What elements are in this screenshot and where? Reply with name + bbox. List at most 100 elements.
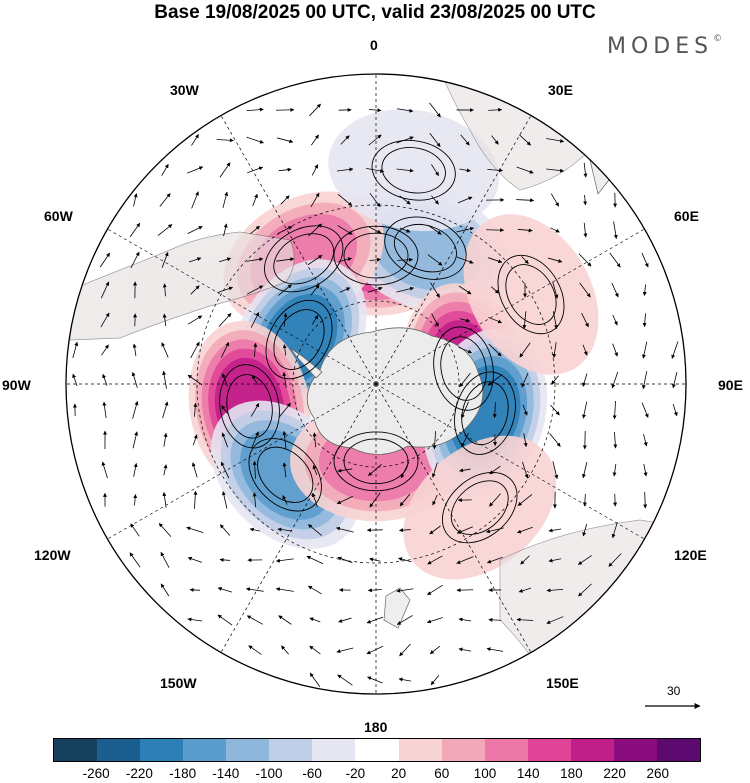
wind-arrow <box>458 285 472 295</box>
wind-arrow <box>641 371 648 390</box>
wind-arrow <box>429 133 441 148</box>
wind-arrow <box>517 494 533 506</box>
wind-arrow <box>100 281 110 299</box>
reference-vector-label: 30 <box>667 684 681 698</box>
wind-arrow <box>100 312 110 328</box>
wind-arrow <box>397 257 414 262</box>
wind-arrow <box>396 615 413 625</box>
colorbar-swatch <box>269 739 313 761</box>
meridian-line <box>107 383 377 540</box>
wind-arrow <box>250 403 260 417</box>
wind-arrow <box>186 526 204 533</box>
wind-arrow <box>311 314 319 325</box>
height-contour-line <box>248 438 322 512</box>
wind-arrow <box>487 374 503 386</box>
wind-arrow <box>552 342 557 359</box>
wind-arrow <box>190 285 200 295</box>
wind-arrow <box>578 583 592 597</box>
wind-arrow <box>162 283 167 297</box>
anomaly-contour-band <box>463 214 599 375</box>
wind-arrow <box>311 492 318 507</box>
colorbar-swatch <box>398 739 442 761</box>
wind-arrow <box>366 616 384 624</box>
wind-arrow <box>219 162 231 178</box>
wind-arrow <box>426 617 443 624</box>
wind-arrow <box>430 282 440 298</box>
wind-arrow <box>367 588 382 593</box>
wind-arrow <box>671 341 679 359</box>
wind-arrow <box>160 551 170 568</box>
wind-arrow <box>335 526 354 533</box>
wind-arrow <box>431 462 438 478</box>
wind-arrow <box>490 286 500 294</box>
wind-arrow <box>547 257 563 263</box>
meridian-line <box>107 228 377 385</box>
colorbar-tick-label: -20 <box>345 766 366 781</box>
wind-arrow <box>216 138 234 143</box>
colorbar-swatch <box>441 739 485 761</box>
wind-arrow <box>102 401 107 419</box>
wind-arrow <box>491 135 499 145</box>
colorbar-swatch <box>527 739 571 761</box>
wind-arrow <box>486 556 503 564</box>
wind-arrow <box>396 168 414 173</box>
wind-arrow <box>249 527 260 532</box>
colorbar-tick-label: -100 <box>255 766 283 781</box>
wind-arrow <box>251 374 259 385</box>
wind-arrow <box>548 558 562 563</box>
wind-arrow <box>461 432 469 448</box>
height-contour-line <box>381 147 446 194</box>
wind-arrow <box>133 462 138 477</box>
wind-arrow <box>219 557 231 562</box>
height-contour-line <box>461 381 509 446</box>
wind-arrow <box>161 342 169 358</box>
wind-arrow <box>582 373 588 387</box>
wind-arrow <box>132 343 137 357</box>
wind-arrow <box>429 645 441 655</box>
wind-arrow <box>368 134 382 146</box>
wind-arrow <box>191 462 198 478</box>
wind-arrow <box>221 432 229 448</box>
copyright-mark: © <box>713 34 723 44</box>
wind-arrow <box>246 136 264 144</box>
wind-arrow <box>516 617 534 622</box>
height-contour-line <box>333 431 419 492</box>
wind-arrow <box>311 134 319 146</box>
wind-arrow <box>459 372 471 388</box>
wind-arrow <box>368 226 382 234</box>
colorbar <box>53 738 701 762</box>
map-disc <box>66 74 686 694</box>
wind-arrow <box>612 343 618 357</box>
wind-arrow <box>188 257 202 263</box>
wind-arrow <box>642 313 647 328</box>
wind-arrow <box>456 226 475 233</box>
wind-arrow <box>310 284 320 296</box>
wind-arrow <box>337 194 353 206</box>
wind-arrow <box>642 284 647 296</box>
wind-arrow <box>252 193 258 207</box>
wind-arrow <box>550 227 560 233</box>
antarctica <box>306 327 484 455</box>
wind-arrow <box>549 433 561 447</box>
wind-arrow <box>396 286 415 293</box>
wind-arrow <box>550 404 560 416</box>
wind-arrow <box>250 312 260 328</box>
height-contour-line <box>441 472 518 544</box>
wind-arrow <box>546 138 565 143</box>
meridian-line <box>375 115 532 385</box>
wind-arrow <box>516 526 533 534</box>
wind-arrow <box>163 432 168 447</box>
height-contour-line <box>257 446 314 503</box>
colorbar-tick-label: -140 <box>212 766 240 781</box>
wind-arrow <box>489 465 501 475</box>
lon-label-0: 0 <box>370 37 378 53</box>
wind-arrow <box>398 557 412 563</box>
wind-arrow <box>101 344 109 356</box>
wind-arrow <box>432 494 438 506</box>
wind-arrow <box>248 645 262 655</box>
wind-arrow <box>337 468 353 473</box>
colorbar-swatch <box>226 739 270 761</box>
wind-arrow <box>101 461 108 479</box>
wind-arrow <box>611 522 618 539</box>
wind-arrow <box>277 226 293 234</box>
